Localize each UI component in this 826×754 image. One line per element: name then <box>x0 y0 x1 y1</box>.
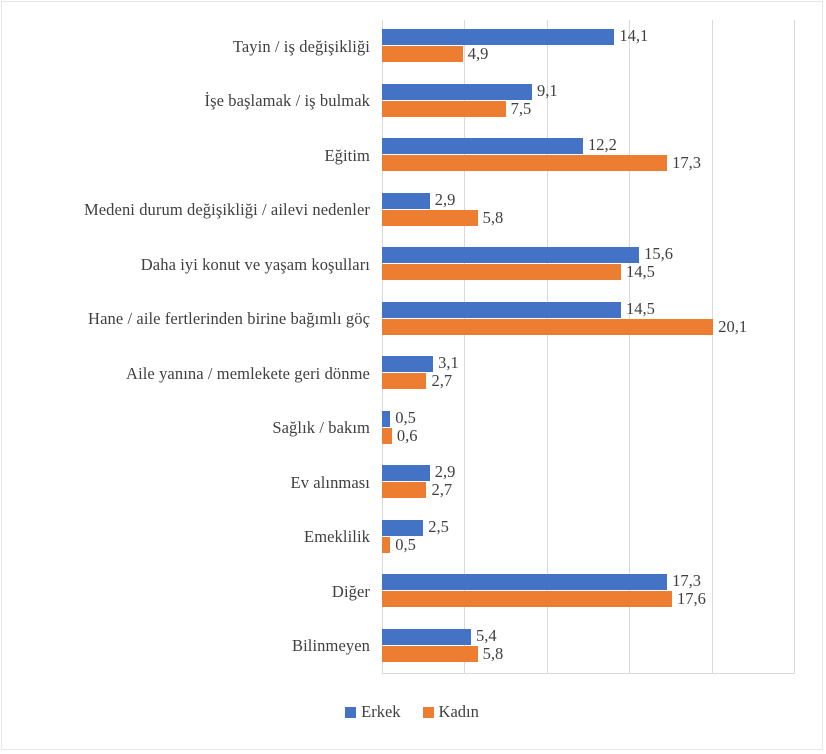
category-label: Ev alınması <box>290 472 370 492</box>
bar-group: 3,1 2,7 <box>382 347 794 400</box>
category-axis-labels: Tayin / iş değişikliği İşe başlamak / iş … <box>2 20 376 674</box>
bar-kadin[interactable] <box>382 46 463 62</box>
bar-erkek[interactable] <box>382 519 424 536</box>
legend-item-erkek[interactable]: Erkek <box>345 702 401 722</box>
data-label-kadin: 4,9 <box>467 44 489 63</box>
bar-kadin[interactable] <box>382 427 392 444</box>
gridline-10 <box>546 20 548 674</box>
category-label: Emeklilik <box>304 527 370 547</box>
bar-erkek[interactable] <box>382 301 621 318</box>
bar-group: 14,1 4,9 <box>382 20 794 73</box>
category-label: Daha iyi konut ve yaşam koşulları <box>140 254 370 274</box>
data-label-kadin: 17,3 <box>672 153 701 172</box>
data-label-kadin: 2,7 <box>431 480 453 499</box>
category-label: Aile yanına / memlekete geri dönme <box>126 363 370 383</box>
data-label-erkek: 2,5 <box>428 516 449 536</box>
data-label-kadin: 5,8 <box>482 207 504 227</box>
data-label-erkek: 14,5 <box>625 298 655 318</box>
bar-group: 5,4 5,8 <box>382 620 794 673</box>
bar-kadin[interactable] <box>382 373 427 389</box>
plot-area: 14,1 4,9 9,1 7,5 12,2 17,3 2,9 5,8 15,6 14,5 14,5 2… <box>382 20 795 674</box>
bar-group: 15,6 14,5 <box>382 238 794 291</box>
legend-swatch-icon <box>345 706 357 718</box>
data-label-erkek: 15,6 <box>644 244 673 263</box>
chart-legend: Erkek Kadın <box>2 702 822 722</box>
data-label-erkek: 3,1 <box>438 353 459 372</box>
data-label-kadin: 0,6 <box>396 425 418 445</box>
bar-group: 2,9 2,7 <box>382 456 794 509</box>
category-label: Medeni durum değişikliği / ailevi nedenl… <box>83 200 370 220</box>
category-label: İşe başlamak / iş bulmak <box>204 91 370 111</box>
data-label-erkek: 5,4 <box>475 625 497 645</box>
bar-erkek[interactable] <box>382 574 668 590</box>
bar-erkek[interactable] <box>382 247 640 263</box>
data-label-erkek: 12,2 <box>588 135 617 154</box>
bar-kadin[interactable] <box>382 536 391 553</box>
bar-erkek[interactable] <box>382 192 430 209</box>
bar-kadin[interactable] <box>382 100 506 117</box>
data-label-kadin: 14,5 <box>625 262 655 281</box>
bar-group: 17,3 17,6 <box>382 565 794 618</box>
data-label-erkek: 9,1 <box>536 80 558 100</box>
legend-item-kadın[interactable]: Kadın <box>422 702 479 722</box>
bar-kadin[interactable] <box>382 591 673 607</box>
category-label: Diğer <box>331 581 370 601</box>
data-label-kadin: 2,7 <box>431 371 453 390</box>
value-axis-line <box>382 20 383 674</box>
bar-erkek[interactable] <box>382 465 430 481</box>
data-label-kadin: 5,8 <box>482 643 504 663</box>
data-label-erkek: 2,9 <box>434 462 456 481</box>
legend-label: Erkek <box>361 702 401 721</box>
bar-group: 2,5 0,5 <box>382 511 794 564</box>
category-label: Eğitim <box>324 145 370 165</box>
gridline-15 <box>629 20 631 674</box>
bar-erkek[interactable] <box>382 356 434 372</box>
data-label-erkek: 0,5 <box>395 407 416 427</box>
bar-group: 12,2 17,3 <box>382 129 794 182</box>
category-axis-line <box>382 673 794 674</box>
bar-erkek[interactable] <box>382 410 391 427</box>
bar-kadin[interactable] <box>382 209 478 226</box>
bar-kadin[interactable] <box>382 645 478 662</box>
bar-group: 9,1 7,5 <box>382 75 794 128</box>
bar-kadin[interactable] <box>382 155 668 171</box>
bar-group: 2,9 5,8 <box>382 184 794 237</box>
category-label: Bilinmeyen <box>292 636 370 656</box>
data-label-erkek: 17,3 <box>672 571 701 590</box>
gridline-5 <box>464 20 466 674</box>
bar-erkek[interactable] <box>382 628 471 645</box>
category-label: Tayin / iş değişikliği <box>232 36 370 56</box>
bar-erkek[interactable] <box>382 138 584 154</box>
bar-kadin[interactable] <box>382 482 427 498</box>
bar-erkek[interactable] <box>382 29 615 45</box>
bar-group: 14,5 20,1 <box>382 293 794 346</box>
gridline-20 <box>711 20 713 674</box>
bar-erkek[interactable] <box>382 83 532 100</box>
data-label-kadin: 7,5 <box>510 98 532 118</box>
category-label: Sağlık / bakım <box>272 418 370 438</box>
data-label-kadin: 0,5 <box>395 534 416 554</box>
data-label-kadin: 20,1 <box>718 316 748 336</box>
legend-swatch-icon <box>422 706 434 718</box>
data-label-erkek: 14,1 <box>619 26 649 45</box>
bar-kadin[interactable] <box>382 318 714 335</box>
category-label: Hane / aile fertlerinden birine bağımlı … <box>88 309 370 329</box>
gridline-25 <box>794 20 795 674</box>
data-label-erkek: 2,9 <box>434 189 456 209</box>
bar-group: 0,5 0,6 <box>382 402 794 455</box>
legend-label: Kadın <box>438 702 479 721</box>
data-label-kadin: 17,6 <box>677 589 706 608</box>
bar-kadin[interactable] <box>382 264 621 280</box>
